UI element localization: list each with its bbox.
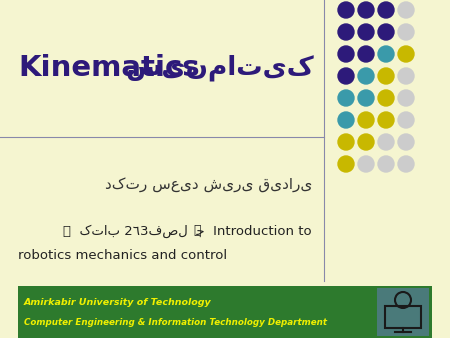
Circle shape xyxy=(358,112,374,128)
Circle shape xyxy=(398,134,414,150)
Circle shape xyxy=(378,90,394,106)
Circle shape xyxy=(358,24,374,40)
FancyBboxPatch shape xyxy=(377,288,429,336)
Text: دکتر سعید شیری قیداری: دکتر سعید شیری قیداری xyxy=(104,177,312,192)
Text: Kinematics: Kinematics xyxy=(18,54,200,81)
Text: robotics mechanics and control: robotics mechanics and control xyxy=(18,249,227,262)
Circle shape xyxy=(378,46,394,62)
FancyBboxPatch shape xyxy=(18,286,432,338)
Circle shape xyxy=(378,112,394,128)
Circle shape xyxy=(378,134,394,150)
Circle shape xyxy=(338,112,354,128)
Circle shape xyxy=(358,46,374,62)
Text: 📖: 📖 xyxy=(193,224,201,237)
Circle shape xyxy=(358,134,374,150)
Circle shape xyxy=(338,90,354,106)
Circle shape xyxy=(398,24,414,40)
Circle shape xyxy=(358,90,374,106)
Circle shape xyxy=(378,156,394,172)
Circle shape xyxy=(338,46,354,62)
Circle shape xyxy=(398,2,414,18)
Text: Computer Engineering & Information Technology Department: Computer Engineering & Information Techn… xyxy=(24,318,327,327)
Text: Amirkabir University of Technology: Amirkabir University of Technology xyxy=(24,298,212,307)
Circle shape xyxy=(398,68,414,84)
Circle shape xyxy=(398,112,414,128)
Circle shape xyxy=(378,24,394,40)
Circle shape xyxy=(398,90,414,106)
Circle shape xyxy=(338,2,354,18)
Circle shape xyxy=(398,156,414,172)
Text: سینماتیک: سینماتیک xyxy=(125,54,314,81)
Circle shape xyxy=(338,156,354,172)
Circle shape xyxy=(378,2,394,18)
Circle shape xyxy=(378,68,394,84)
Text: ༿  کتاب 2٦3فصل  ﺟ  Introduction to: ༿ کتاب 2٦3فصل ﺟ Introduction to xyxy=(63,225,312,238)
Circle shape xyxy=(398,46,414,62)
Circle shape xyxy=(338,134,354,150)
Circle shape xyxy=(338,68,354,84)
Circle shape xyxy=(338,24,354,40)
Circle shape xyxy=(358,68,374,84)
Circle shape xyxy=(358,156,374,172)
Circle shape xyxy=(358,2,374,18)
